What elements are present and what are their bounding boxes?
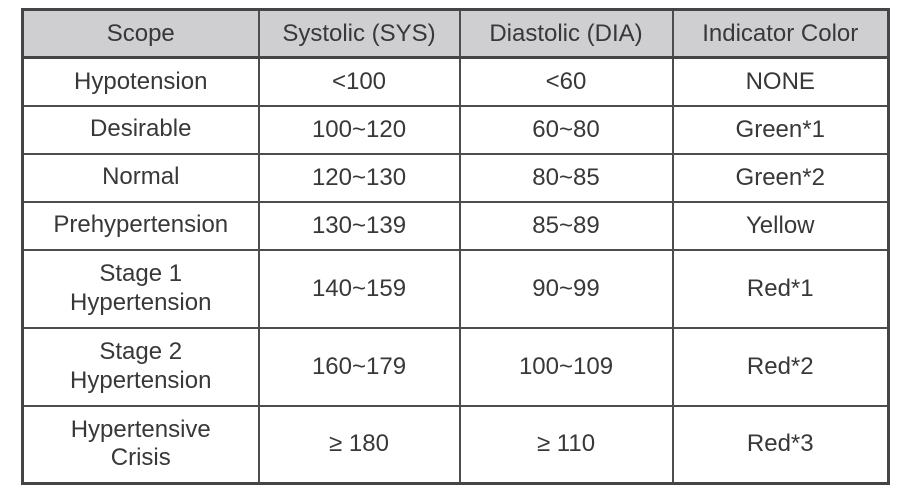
systolic-cell: <100 bbox=[257, 56, 461, 107]
blood-pressure-classification-table: Scope Systolic (SYS) Diastolic (DIA) Ind… bbox=[21, 8, 890, 485]
indicator-color-cell: NONE bbox=[671, 56, 890, 107]
indicator-color-cell: Red*2 bbox=[671, 326, 890, 407]
indicator-color-cell: Yellow bbox=[671, 200, 890, 251]
diastolic-cell: ≥ 110 bbox=[458, 404, 674, 485]
diastolic-cell: 60~80 bbox=[458, 104, 674, 155]
systolic-cell: 160~179 bbox=[257, 326, 461, 407]
header-systolic: Systolic (SYS) bbox=[257, 8, 461, 59]
table-row-prehypertension: Prehypertension 130~139 85~89 Yellow bbox=[21, 200, 890, 251]
header-scope: Scope bbox=[21, 8, 260, 59]
indicator-color-cell: Red*3 bbox=[671, 404, 890, 485]
table-body: Hypotension <100 <60 NONE Desirable 100~… bbox=[21, 56, 890, 485]
diastolic-cell: 100~109 bbox=[458, 326, 674, 407]
systolic-cell: 140~159 bbox=[257, 248, 461, 329]
systolic-cell: 130~139 bbox=[257, 200, 461, 251]
diastolic-cell: 80~85 bbox=[458, 152, 674, 203]
table-row-normal: Normal 120~130 80~85 Green*2 bbox=[21, 152, 890, 203]
scope-cell: Normal bbox=[21, 152, 260, 203]
header-row: Scope Systolic (SYS) Diastolic (DIA) Ind… bbox=[21, 8, 890, 59]
table-header: Scope Systolic (SYS) Diastolic (DIA) Ind… bbox=[21, 8, 890, 59]
scope-cell: Prehypertension bbox=[21, 200, 260, 251]
diastolic-cell: 90~99 bbox=[458, 248, 674, 329]
scope-cell: Stage 1 Hypertension bbox=[21, 248, 260, 329]
header-indicator-color: Indicator Color bbox=[671, 8, 890, 59]
table-row-desirable: Desirable 100~120 60~80 Green*1 bbox=[21, 104, 890, 155]
indicator-color-cell: Red*1 bbox=[671, 248, 890, 329]
indicator-color-cell: Green*2 bbox=[671, 152, 890, 203]
diastolic-cell: 85~89 bbox=[458, 200, 674, 251]
indicator-color-cell: Green*1 bbox=[671, 104, 890, 155]
header-diastolic: Diastolic (DIA) bbox=[458, 8, 674, 59]
table-row-hypertensive-crisis: Hypertensive Crisis ≥ 180 ≥ 110 Red*3 bbox=[21, 404, 890, 485]
table-row-stage2-hypertension: Stage 2 Hypertension 160~179 100~109 Red… bbox=[21, 326, 890, 407]
diastolic-cell: <60 bbox=[458, 56, 674, 107]
scope-cell: Hypotension bbox=[21, 56, 260, 107]
scope-cell: Stage 2 Hypertension bbox=[21, 326, 260, 407]
table-row-hypotension: Hypotension <100 <60 NONE bbox=[21, 56, 890, 107]
scope-cell: Hypertensive Crisis bbox=[21, 404, 260, 485]
scope-cell: Desirable bbox=[21, 104, 260, 155]
systolic-cell: 100~120 bbox=[257, 104, 461, 155]
table-row-stage1-hypertension: Stage 1 Hypertension 140~159 90~99 Red*1 bbox=[21, 248, 890, 329]
systolic-cell: ≥ 180 bbox=[257, 404, 461, 485]
systolic-cell: 120~130 bbox=[257, 152, 461, 203]
